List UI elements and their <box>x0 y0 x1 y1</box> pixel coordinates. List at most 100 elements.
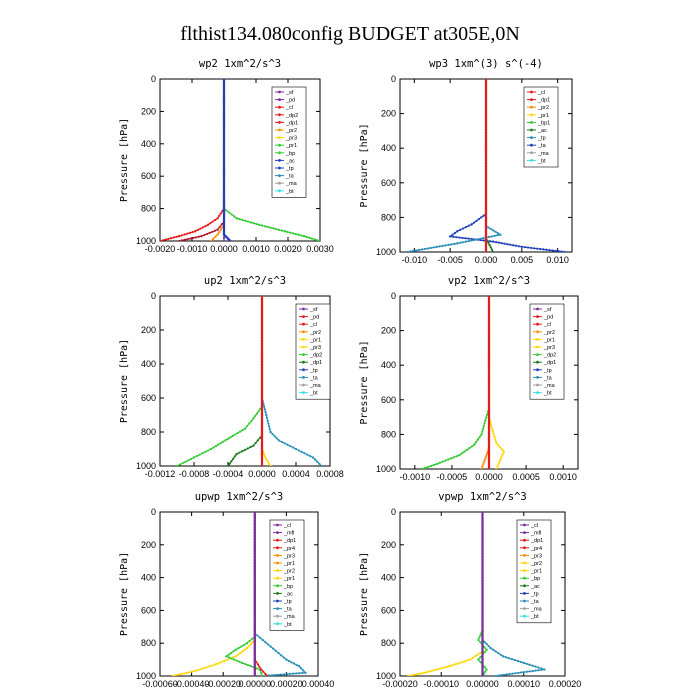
series-marker <box>217 662 220 665</box>
series-marker <box>484 457 487 460</box>
legend-entry: _pr1 <box>530 569 542 575</box>
series-marker <box>218 230 221 234</box>
series-marker <box>484 182 488 185</box>
y-tick-label: 1000 <box>136 236 156 246</box>
series-marker <box>164 238 167 241</box>
series-marker <box>253 543 256 546</box>
y-tick-label: 0 <box>391 291 396 301</box>
legend-entry: _pd <box>543 315 553 321</box>
series-marker <box>459 228 462 231</box>
series-marker <box>512 244 515 247</box>
series-marker <box>235 453 238 456</box>
series-marker <box>484 83 488 87</box>
series-marker <box>484 143 488 146</box>
series-marker <box>484 230 488 233</box>
series-marker <box>300 234 303 237</box>
series-marker <box>222 203 226 206</box>
series-marker <box>263 225 266 228</box>
series-marker <box>192 456 196 459</box>
series-marker <box>487 378 491 381</box>
series-marker <box>487 363 491 366</box>
series-marker <box>487 381 491 384</box>
x-tick-label: 0.00010 <box>507 679 540 689</box>
series-marker <box>268 428 271 431</box>
series-marker <box>484 146 488 149</box>
series-marker <box>260 354 264 357</box>
series-marker <box>247 644 250 648</box>
legend-entry: _pr1 <box>537 113 549 119</box>
series-marker <box>233 215 236 218</box>
series-marker <box>487 432 491 435</box>
series-marker <box>260 426 264 429</box>
series-marker <box>487 396 491 399</box>
series-marker <box>253 561 256 564</box>
series-marker <box>449 457 453 460</box>
series-marker <box>487 321 491 324</box>
legend-marker <box>278 159 281 162</box>
series-marker <box>431 669 435 672</box>
series-marker <box>222 215 226 218</box>
legend-marker <box>276 614 279 618</box>
series-marker <box>192 236 195 240</box>
series-marker <box>253 674 256 676</box>
legend-marker <box>278 181 281 185</box>
series-line <box>210 79 225 241</box>
legend-entry: _cl <box>309 322 317 328</box>
series-marker <box>511 672 514 675</box>
legend-marker <box>278 151 281 155</box>
series-marker <box>190 670 194 673</box>
legend-entry: _pr3 <box>283 553 295 559</box>
legend-marker <box>536 338 539 341</box>
series-marker <box>222 182 226 185</box>
legend-entry: _dp1 <box>537 98 550 104</box>
y-axis-label: Pressure [hPa] <box>119 339 130 423</box>
series-marker <box>175 464 179 466</box>
series-marker <box>294 447 298 451</box>
series-marker <box>249 665 252 668</box>
series-marker <box>487 414 491 417</box>
series-marker <box>277 439 281 442</box>
series-marker <box>260 336 264 339</box>
series-marker <box>467 224 470 227</box>
series-marker <box>464 240 468 243</box>
series-marker <box>222 200 226 203</box>
series-marker <box>458 454 461 457</box>
x-tick-label: 0.0008 <box>316 469 344 479</box>
series-marker <box>465 448 468 452</box>
series-marker <box>481 662 484 666</box>
series-marker <box>490 424 493 427</box>
series-marker <box>484 80 488 84</box>
series-marker <box>487 464 491 468</box>
series-marker <box>196 669 199 672</box>
series-marker <box>289 231 292 234</box>
legend-marker <box>536 391 539 394</box>
y-axis-label: Pressure [hPa] <box>119 552 130 636</box>
series-marker <box>484 119 488 122</box>
series-marker <box>502 450 505 453</box>
x-tick-label: -0.010 <box>402 255 428 265</box>
legend-marker <box>278 121 281 124</box>
series-marker <box>487 300 491 304</box>
series-marker <box>161 239 164 241</box>
series-marker <box>195 454 198 458</box>
series-marker <box>264 672 267 675</box>
series-marker <box>222 164 226 167</box>
series-marker <box>216 228 219 231</box>
series-marker <box>208 231 211 234</box>
x-tick-label: 0.00040 <box>302 679 335 689</box>
legend-marker <box>523 531 526 534</box>
series-marker <box>260 224 264 227</box>
legend-marker <box>302 307 305 311</box>
legend-entry: _mfl <box>283 531 294 537</box>
panel-title: upwp 1xm^2/s^3 <box>195 491 284 503</box>
series-marker <box>507 657 511 660</box>
series-marker <box>266 460 269 463</box>
series-marker <box>274 649 277 652</box>
series-marker <box>481 642 484 645</box>
series-marker <box>467 237 470 240</box>
series-marker <box>481 636 484 639</box>
series-marker <box>484 79 488 81</box>
y-tick-label: 0 <box>151 507 156 517</box>
series-marker <box>250 419 253 423</box>
legend-box <box>523 86 559 168</box>
